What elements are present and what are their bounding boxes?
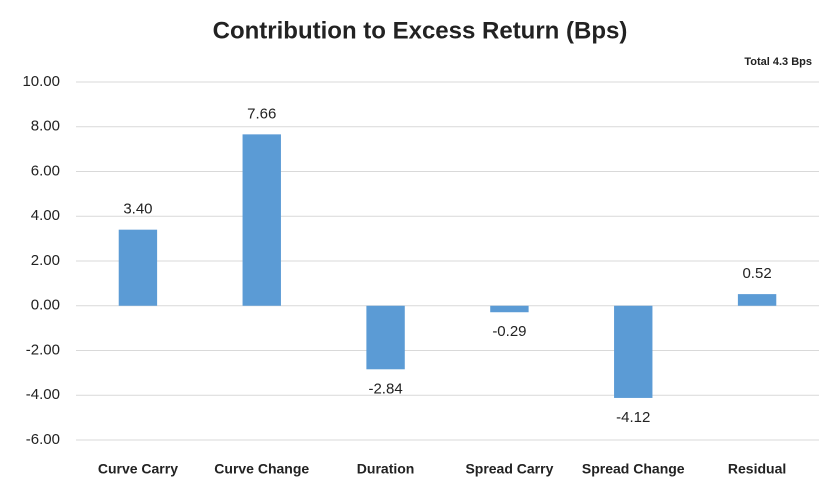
y-tick-label: 2.00 (31, 252, 60, 269)
x-tick-label: Spread Carry (465, 461, 553, 477)
data-label: 3.40 (123, 201, 152, 218)
x-tick-label: Duration (357, 461, 415, 477)
bar (242, 134, 281, 306)
chart-title: Contribution to Excess Return (Bps) (213, 17, 628, 44)
bar (118, 229, 158, 306)
x-tick-label: Spread Change (582, 461, 685, 477)
bar (366, 305, 405, 370)
data-label: -0.29 (492, 323, 526, 340)
y-tick-label: 6.00 (31, 162, 60, 179)
x-tick-label: Curve Carry (98, 461, 178, 477)
y-tick-label: -2.00 (26, 341, 60, 358)
y-tick-label: -4.00 (26, 386, 60, 403)
y-tick-label: 4.00 (31, 207, 60, 224)
bar (614, 305, 653, 398)
y-tick-label: -6.00 (26, 431, 60, 448)
data-label: 0.52 (742, 265, 771, 282)
x-tick-label: Residual (728, 461, 786, 477)
data-label: 7.66 (247, 105, 276, 122)
bar (737, 294, 777, 306)
x-tick-label: Curve Change (214, 461, 309, 477)
annotation: Total 4.3 Bps (744, 56, 812, 68)
bar (490, 305, 529, 313)
data-label: -4.12 (616, 409, 650, 426)
y-tick-label: 10.00 (22, 73, 60, 90)
data-label: -2.84 (368, 380, 402, 397)
y-tick-label: 0.00 (31, 297, 60, 314)
y-tick-label: 8.00 (31, 118, 60, 135)
